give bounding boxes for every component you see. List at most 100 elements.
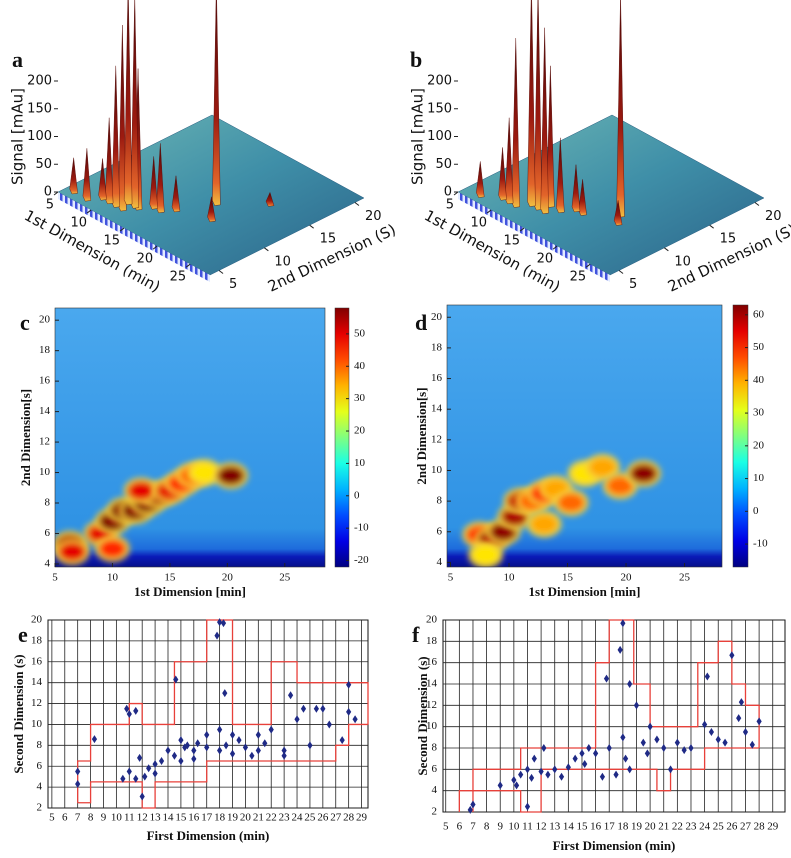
x-tick-label: 28 bbox=[343, 812, 355, 824]
x-tick-label: 13 bbox=[549, 821, 561, 833]
data-point bbox=[255, 746, 261, 755]
x-tick-label: 12 bbox=[536, 821, 547, 833]
x-tick-label: 16 bbox=[590, 821, 602, 833]
data-point bbox=[524, 802, 531, 811]
x-tick-label: 11 bbox=[124, 812, 135, 824]
y-tick-label: 4 bbox=[437, 556, 443, 568]
data-point bbox=[165, 746, 171, 755]
data-point bbox=[204, 743, 210, 752]
data-point bbox=[146, 764, 152, 773]
data-point bbox=[708, 728, 715, 736]
x-tick-label: 15 bbox=[576, 821, 588, 833]
data-point bbox=[681, 746, 687, 755]
colorbar-tick-label: 0 bbox=[354, 489, 360, 501]
data-point bbox=[654, 735, 660, 744]
y-tick-label: 16 bbox=[39, 375, 51, 387]
data-point bbox=[120, 774, 126, 783]
y-axis-label: Second Dimension (s) bbox=[11, 654, 26, 773]
x-tick-label: 9 bbox=[101, 812, 107, 824]
y-tick bbox=[754, 202, 760, 206]
data-point bbox=[242, 743, 249, 752]
colorbar-tick-label: 60 bbox=[753, 308, 765, 320]
peak bbox=[265, 191, 275, 207]
peak bbox=[207, 196, 216, 223]
peak bbox=[578, 179, 587, 216]
data-point bbox=[249, 751, 255, 760]
x-tick-label: 5 bbox=[49, 812, 55, 824]
colorbar-tick-label: 20 bbox=[354, 425, 366, 437]
y-tick-label: 16 bbox=[431, 372, 443, 384]
data-point bbox=[178, 757, 184, 765]
colorbar bbox=[732, 304, 749, 568]
x-tick-label: 5 bbox=[443, 821, 449, 833]
x-tick-label: 20 bbox=[240, 812, 252, 824]
surface-front-edge bbox=[58, 192, 210, 282]
data-point bbox=[281, 751, 287, 760]
data-point bbox=[738, 698, 744, 707]
x-tick-label: 24 bbox=[699, 821, 711, 833]
data-point bbox=[133, 706, 139, 715]
y-tick-label: 6 bbox=[437, 525, 443, 537]
y-axis-label: 2nd Dimension[s] bbox=[18, 389, 33, 486]
colorbar-tick-label: 50 bbox=[753, 341, 765, 353]
z-tick-label: 100 bbox=[27, 129, 52, 144]
data-point bbox=[518, 770, 524, 779]
peak bbox=[476, 161, 485, 198]
z-tick-label: 150 bbox=[27, 101, 52, 116]
x-tick bbox=[519, 227, 525, 232]
x-tick-label: 7 bbox=[75, 812, 81, 824]
x-tick-label: 6 bbox=[62, 812, 68, 824]
data-point bbox=[126, 710, 132, 718]
x-tick-label: 9 bbox=[497, 821, 503, 833]
colorbar-tick-label: -10 bbox=[753, 538, 768, 550]
y-tick-label: 18 bbox=[39, 344, 51, 356]
data-point bbox=[531, 754, 537, 763]
data-point bbox=[126, 767, 132, 776]
peak bbox=[511, 38, 520, 208]
x-tick bbox=[86, 209, 92, 214]
data-point bbox=[617, 645, 623, 654]
data-point bbox=[223, 741, 229, 750]
peak bbox=[149, 156, 158, 210]
colorbar-tick-label: 40 bbox=[354, 360, 366, 372]
x-tick-label: 5 bbox=[446, 198, 454, 213]
x-tick-label: 25 bbox=[713, 821, 725, 833]
region-boundary bbox=[77, 619, 369, 803]
data-point bbox=[620, 733, 626, 742]
data-point bbox=[346, 680, 352, 689]
y-tick-label: 20 bbox=[426, 614, 438, 626]
x-tick-label: 17 bbox=[604, 821, 616, 833]
data-point bbox=[467, 805, 473, 814]
x-tick-label: 29 bbox=[356, 812, 368, 824]
heat-spot bbox=[625, 459, 662, 488]
data-point bbox=[229, 730, 236, 739]
y-tick-label: 5 bbox=[229, 277, 237, 292]
x-tick-label: 10 bbox=[70, 216, 87, 231]
data-point bbox=[75, 779, 81, 788]
y-tick-label: 4 bbox=[37, 781, 43, 793]
data-point bbox=[339, 736, 345, 745]
colorbar-tick-label: -20 bbox=[354, 554, 369, 566]
data-point bbox=[133, 774, 139, 783]
data-point bbox=[742, 728, 749, 736]
y-tick bbox=[709, 224, 714, 229]
colorbar-tick-label: 50 bbox=[354, 327, 366, 339]
y-tick-label: 10 bbox=[426, 720, 438, 732]
y-tick-label: 20 bbox=[765, 209, 782, 224]
heat-spot bbox=[526, 510, 563, 539]
x-tick-label: 25 bbox=[279, 572, 291, 584]
data-point bbox=[326, 720, 332, 729]
x-tick-label: 19 bbox=[631, 821, 643, 833]
data-point bbox=[552, 765, 558, 774]
data-point bbox=[195, 739, 201, 748]
data-point bbox=[582, 760, 588, 768]
x-tick-label: 12 bbox=[137, 812, 148, 824]
x-tick-label: 14 bbox=[563, 821, 575, 833]
data-point bbox=[722, 738, 728, 747]
x-tick-label: 25 bbox=[304, 812, 316, 824]
plot-area bbox=[442, 619, 786, 813]
x-tick bbox=[552, 245, 558, 250]
x-tick-label: 17 bbox=[201, 812, 213, 824]
data-point bbox=[572, 754, 578, 763]
y-tick-label: 16 bbox=[426, 656, 438, 668]
